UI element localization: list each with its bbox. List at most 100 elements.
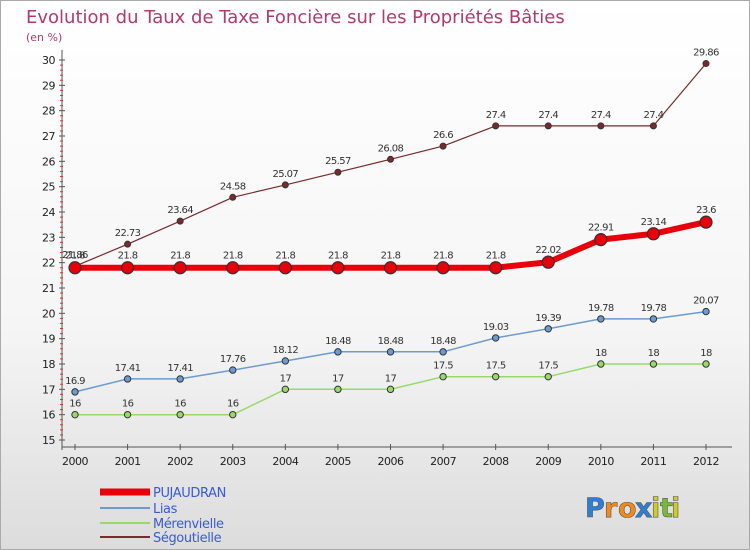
- y-tick-label: 28: [42, 105, 55, 118]
- x-tick-label: 2008: [483, 455, 509, 468]
- x-tick-label: 2009: [535, 455, 561, 468]
- data-point: [176, 375, 184, 383]
- data-point: [123, 410, 132, 419]
- data-point: [699, 215, 713, 229]
- data-label: 16.9: [65, 376, 85, 387]
- data-point: [334, 168, 342, 176]
- x-tick-label: 2004: [272, 455, 298, 468]
- data-label: 17.76: [220, 354, 246, 365]
- data-point: [491, 372, 500, 381]
- data-point: [124, 240, 132, 248]
- series-lias: 16.9 17.41 17.41 17.76 18.12 18.48 18.48 18.48 1…: [65, 296, 720, 396]
- legend-label-merenvielle: Mérenvielle: [153, 517, 224, 532]
- data-label: 27.4: [643, 110, 663, 121]
- data-label: 18: [700, 348, 712, 359]
- data-label: 21.8: [381, 251, 401, 262]
- data-point: [649, 315, 658, 323]
- y-tick-label: 22: [42, 257, 55, 270]
- data-point: [646, 227, 661, 241]
- data-point: [541, 255, 555, 269]
- data-label: 17.41: [115, 363, 141, 374]
- data-label: 27.4: [486, 110, 506, 121]
- x-tick-label: 2007: [430, 455, 456, 468]
- data-label: 18.48: [325, 336, 351, 347]
- data-label: 16: [174, 399, 186, 410]
- x-tick-label: 2012: [693, 455, 719, 468]
- y-tick-label: 19: [42, 333, 55, 346]
- data-label: 21.8: [486, 251, 506, 262]
- data-label: 24.58: [220, 181, 246, 192]
- data-label: 18.48: [378, 336, 404, 347]
- data-point: [229, 410, 237, 419]
- data-label: 21.8: [328, 251, 348, 262]
- x-tick-label: 2002: [167, 455, 193, 468]
- y-tick-label: 26: [42, 155, 55, 168]
- data-point: [229, 193, 237, 201]
- x-tick-label: 2003: [220, 455, 246, 468]
- brand-letter: t: [660, 493, 673, 524]
- plot-series: 21.86 22.73 23.64 24.58 25.07 25.57 26.08 26.6 2…: [62, 48, 720, 419]
- y-tick-label: 20: [42, 307, 55, 320]
- data-label: 22.02: [535, 245, 561, 256]
- y-tick-label: 17: [42, 383, 55, 396]
- data-label: 22.91: [588, 223, 614, 234]
- chart-subtitle: (en %): [26, 31, 62, 44]
- data-point: [702, 60, 710, 68]
- x-tick-label: 2006: [378, 455, 404, 468]
- data-label: 18.12: [273, 345, 299, 356]
- data-point: [387, 155, 394, 163]
- data-label: 19.78: [588, 303, 614, 314]
- data-label: 20.07: [693, 296, 719, 307]
- data-point: [439, 348, 447, 356]
- data-point: [226, 261, 240, 275]
- data-point: [436, 261, 450, 275]
- data-point: [594, 233, 608, 247]
- data-label: 19.39: [535, 313, 561, 324]
- data-label: 17.41: [167, 363, 193, 374]
- x-tick-label: 2005: [325, 455, 351, 468]
- data-label: 18: [648, 348, 660, 359]
- y-tick-label: 23: [42, 231, 55, 244]
- data-label: 16: [69, 399, 81, 410]
- data-point: [491, 334, 500, 342]
- data-point: [544, 372, 552, 381]
- data-point: [176, 217, 184, 225]
- y-tick-label: 25: [42, 181, 55, 194]
- data-label: 21.86: [62, 250, 88, 261]
- legend-label-segoutielle: Ségoutielle: [153, 531, 222, 546]
- data-label: 16: [122, 399, 134, 410]
- brand-letter: i: [651, 493, 660, 524]
- data-label: 19.78: [641, 303, 667, 314]
- data-point: [68, 261, 82, 275]
- data-point: [597, 122, 605, 130]
- y-tick-label: 16: [42, 409, 55, 422]
- x-tick-label: 2010: [588, 455, 614, 468]
- data-point: [702, 307, 710, 316]
- series-merenvielle: 16 16 16 16 17 17 17 17.5 17.5 17.5 18 18 18: [69, 348, 713, 419]
- data-label: 29.86: [693, 48, 719, 59]
- data-label: 27.4: [591, 110, 611, 121]
- y-tick-label: 30: [42, 54, 55, 67]
- data-label: 21.8: [65, 251, 85, 262]
- legend-label-pujaudran: PUJAUDRAN: [153, 486, 226, 501]
- data-label: 23.64: [167, 205, 193, 216]
- legend: PUJAUDRAN Lias Mérenvielle Ségoutielle: [100, 486, 226, 546]
- data-label: 23.6: [696, 205, 716, 216]
- data-label: 21.8: [433, 251, 453, 262]
- data-point: [439, 142, 447, 150]
- y-tick-label: 18: [42, 358, 55, 371]
- data-point: [492, 122, 500, 130]
- x-tick-label: 2000: [62, 455, 88, 468]
- brand-letter: i: [671, 493, 680, 524]
- data-label: 18.48: [430, 336, 456, 347]
- data-point: [229, 366, 237, 374]
- data-label: 17: [280, 373, 292, 384]
- data-point: [71, 410, 79, 419]
- data-point: [281, 357, 290, 365]
- data-point: [120, 261, 135, 275]
- data-label: 25.57: [325, 156, 351, 167]
- brand-letter: P: [585, 493, 605, 524]
- data-point: [281, 385, 290, 394]
- data-point: [383, 261, 398, 275]
- data-label: 23.14: [641, 217, 667, 228]
